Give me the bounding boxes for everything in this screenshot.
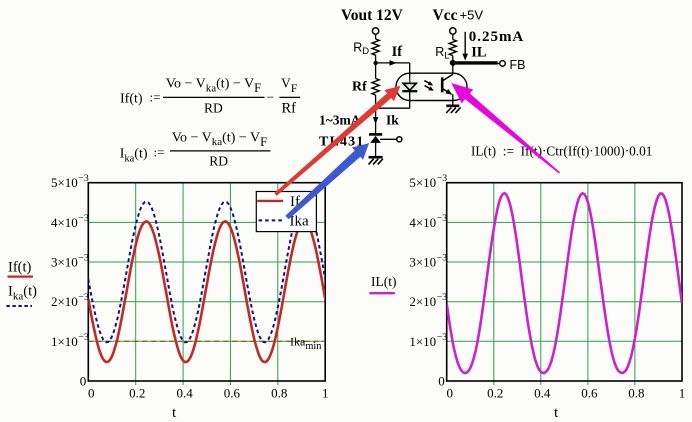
svg-text:−3: −3 — [437, 332, 448, 343]
svg-text:VF: VF — [281, 76, 298, 96]
svg-text:Vout 12V: Vout 12V — [341, 7, 404, 24]
svg-text:0.8: 0.8 — [271, 386, 287, 401]
svg-text:1: 1 — [322, 386, 329, 401]
svg-text:−3: −3 — [78, 173, 89, 184]
svg-text:If: If — [392, 44, 403, 60]
svg-text:FB: FB — [510, 58, 526, 72]
svg-text:+5V: +5V — [460, 7, 484, 22]
svg-text:Rf: Rf — [352, 80, 367, 95]
svg-text:IL(t) := If(t)·Ctr(If(t)·100: IL(t) := If(t)·Ctr(If(t)·1000)·0.01 — [471, 143, 652, 158]
svg-text::=: := — [150, 90, 161, 105]
svg-text:Ik: Ik — [386, 112, 399, 127]
svg-text:Vo − Vka(t) − VF: Vo − Vka(t) − VF — [172, 130, 267, 149]
svg-text:5×10: 5×10 — [409, 175, 436, 190]
svg-text:−3: −3 — [78, 253, 89, 264]
svg-text:5×10: 5×10 — [51, 175, 78, 190]
svg-text:−3: −3 — [78, 332, 89, 343]
svg-text:t: t — [172, 405, 177, 421]
svg-text:1×10: 1×10 — [409, 334, 436, 349]
svg-text:Ika: Ika — [290, 214, 309, 230]
svg-text:RD: RD — [204, 100, 223, 115]
svg-text:0.25mA: 0.25mA — [469, 29, 525, 45]
svg-text:4×10: 4×10 — [409, 215, 436, 230]
svg-text:3×10: 3×10 — [51, 255, 78, 270]
svg-text:IL: IL — [471, 45, 487, 61]
svg-text:−3: −3 — [437, 173, 448, 184]
svg-text:t: t — [554, 405, 559, 421]
svg-text:0: 0 — [446, 386, 453, 401]
svg-text:If: If — [290, 194, 300, 210]
svg-text:0.4: 0.4 — [534, 386, 551, 401]
svg-text:If(t): If(t) — [8, 260, 32, 276]
svg-text:Vcc: Vcc — [433, 7, 458, 24]
svg-text:0: 0 — [438, 374, 445, 389]
svg-text:−: − — [267, 90, 275, 105]
svg-text:If(t): If(t) — [120, 92, 143, 107]
svg-text:RD: RD — [209, 153, 228, 168]
svg-text:−3: −3 — [78, 292, 89, 303]
svg-text:3×10: 3×10 — [409, 255, 436, 270]
svg-text:0.2: 0.2 — [487, 386, 503, 401]
svg-text:0: 0 — [80, 374, 87, 389]
svg-text:1×10: 1×10 — [51, 334, 78, 349]
svg-text:0.6: 0.6 — [581, 386, 598, 401]
svg-text:Vo − Vka(t) − VF: Vo − Vka(t) − VF — [166, 77, 261, 96]
svg-text:1~3mA: 1~3mA — [319, 112, 361, 127]
svg-text:0.6: 0.6 — [224, 386, 241, 401]
svg-text:−3: −3 — [437, 292, 448, 303]
svg-text:2×10: 2×10 — [409, 294, 436, 309]
svg-text:−3: −3 — [78, 213, 89, 224]
svg-text:4×10: 4×10 — [51, 215, 78, 230]
svg-text:2×10: 2×10 — [51, 294, 78, 309]
svg-text:Rf: Rf — [282, 100, 297, 116]
svg-text:0.4: 0.4 — [176, 386, 193, 401]
svg-text:0.8: 0.8 — [628, 386, 644, 401]
svg-text::=: := — [154, 145, 165, 160]
svg-text:1: 1 — [679, 386, 686, 401]
svg-text:−3: −3 — [437, 253, 448, 264]
svg-text:IL(t): IL(t) — [371, 274, 396, 289]
svg-text:0: 0 — [88, 386, 95, 401]
svg-text:−3: −3 — [437, 213, 448, 224]
svg-text:0.2: 0.2 — [129, 386, 145, 401]
